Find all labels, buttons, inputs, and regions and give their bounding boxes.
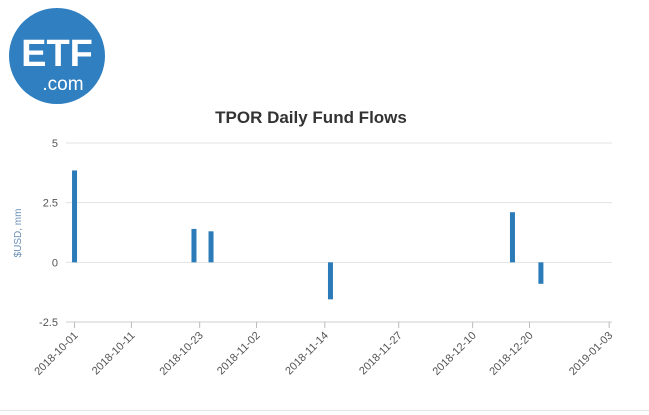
bars [72, 170, 544, 300]
bar [327, 262, 333, 300]
x-tick-label: 2018-11-02 [215, 330, 263, 378]
bar [208, 231, 214, 263]
x-axis: 2018-10-01 2018-10-11 2018-10-23 2018-11-02… [32, 321, 615, 378]
bar [538, 262, 544, 284]
x-tick-label: 2019-01-03 [567, 330, 615, 378]
y-tick-label: 0 [52, 257, 58, 269]
y-tick-label: 2.5 [43, 198, 58, 210]
bar [72, 170, 78, 263]
etf-logo: ETF .com [9, 8, 105, 104]
logo-text-etf: ETF [21, 33, 93, 75]
x-tick-label: 2018-12-10 [430, 330, 478, 378]
x-tick-label: 2018-11-27 [357, 330, 405, 378]
y-tick-label: 5 [52, 138, 58, 150]
x-tick-label: 2018-10-01 [32, 330, 80, 378]
y-axis: 5 2.5 0 -2.5 [39, 138, 58, 329]
bar [191, 228, 197, 263]
logo-circle [9, 8, 105, 104]
x-tick-label: 2018-11-14 [283, 330, 331, 378]
logo-text-com: .com [42, 74, 83, 95]
x-tick-label: 2018-10-11 [90, 330, 138, 378]
grid-lines [66, 142, 612, 323]
chart-title: TPOR Daily Fund Flows [215, 108, 407, 127]
x-tick-label: 2018-10-23 [157, 330, 205, 378]
x-tick-label: 2018-12-20 [487, 330, 535, 378]
bar [509, 212, 515, 263]
y-tick-label: -2.5 [39, 317, 58, 329]
y-axis-label: $USD, mm [13, 209, 24, 258]
footer-divider [0, 410, 649, 411]
etf-logo-mark: ETF .com [9, 8, 105, 104]
